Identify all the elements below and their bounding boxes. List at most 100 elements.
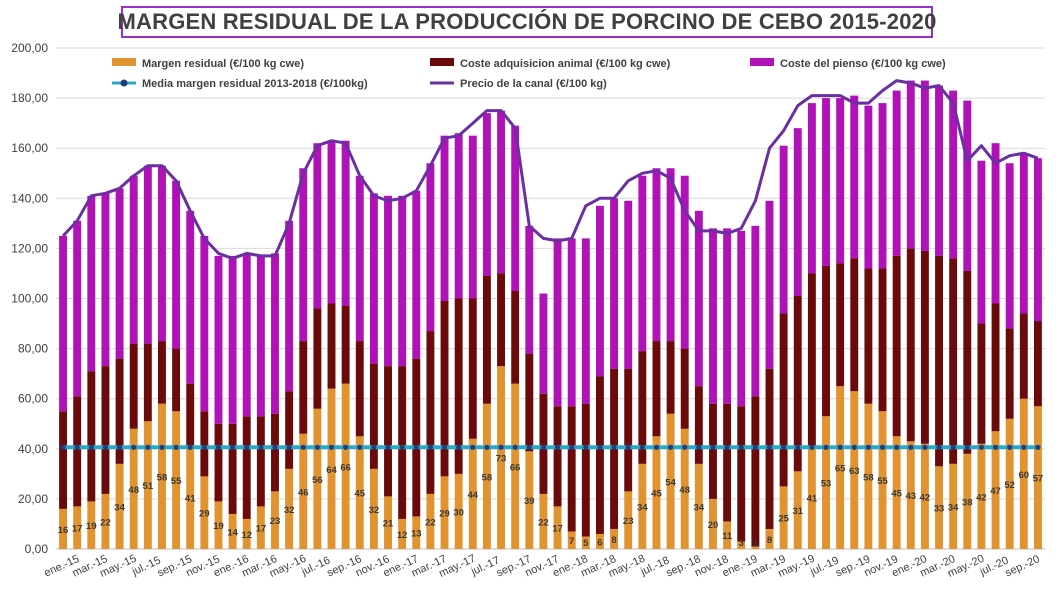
media-margen-point [795, 444, 801, 450]
bar-coste-animal [158, 341, 166, 404]
bar-margen [765, 528, 774, 549]
data-label: 60 [1019, 470, 1030, 481]
data-label: 21 [383, 519, 394, 530]
bar-margen [143, 421, 152, 549]
data-label: 66 [510, 462, 521, 473]
bar-coste-pienso [680, 175, 689, 349]
bar-coste-pienso [539, 293, 548, 394]
media-margen-point [710, 444, 716, 450]
bar-coste-animal [242, 416, 251, 519]
bar-margen [680, 428, 689, 549]
data-label: 47 [990, 486, 1001, 497]
chart-title-box: MARGEN RESIDUAL DE LA PRODUCCIÓN DE PORC… [118, 6, 936, 38]
legend-label: Media margen residual 2013-2018 (€/100kg… [142, 78, 368, 90]
bar-coste-pienso [920, 80, 929, 251]
data-label: 58 [863, 472, 874, 483]
media-margen-point [116, 444, 123, 450]
bar-margen [158, 403, 166, 549]
bar-coste-pienso [468, 135, 477, 299]
bar-coste-animal [680, 348, 689, 429]
data-label: 19 [86, 521, 97, 532]
bar-margen [341, 383, 350, 549]
media-margen-point [413, 444, 419, 450]
bar-coste-pienso [822, 98, 830, 266]
media-margen-point [639, 444, 645, 450]
media-margen-point [625, 444, 631, 450]
bar-coste-pienso [129, 175, 138, 344]
bar-coste-animal [822, 265, 830, 417]
bar-coste-animal [807, 273, 816, 447]
bar-coste-animal [482, 275, 491, 404]
bar-coste-animal [172, 348, 181, 412]
bar-coste-pienso [101, 193, 110, 367]
bar-coste-animal [1033, 321, 1042, 407]
bar-coste-animal [398, 366, 407, 519]
bar-coste-pienso [1033, 158, 1042, 322]
bar-coste-pienso [299, 168, 308, 342]
bar-coste-animal [271, 413, 279, 492]
data-label: 43 [905, 491, 916, 502]
bar-coste-animal [906, 248, 915, 442]
bar-margen [610, 528, 619, 549]
bar-coste-animal [327, 303, 336, 389]
data-label: 55 [171, 476, 182, 487]
bar-coste-pienso [666, 168, 675, 342]
bar-coste-animal [553, 406, 562, 507]
data-label: 33 [934, 504, 945, 515]
bar-coste-animal [1005, 328, 1014, 419]
media-margen-point [1007, 444, 1013, 450]
bar-coste-pienso [158, 165, 166, 342]
bar-margen [101, 493, 110, 549]
bar-margen [807, 446, 816, 549]
bar-margen [892, 436, 901, 549]
bar-coste-animal [652, 341, 661, 437]
bar-margen [935, 466, 943, 549]
legend-label: Coste adquisicion animal (€/100 kg cwe) [460, 58, 671, 70]
bar-margen [355, 436, 364, 549]
media-margen-point [696, 444, 702, 450]
bar-coste-pienso [638, 175, 647, 352]
bar-coste-pienso [511, 125, 520, 291]
bar-coste-animal [567, 406, 576, 532]
bar-margen [991, 431, 1000, 549]
bar-margen [850, 391, 859, 549]
bar-coste-pienso [1005, 163, 1014, 329]
data-label: 20 [708, 520, 719, 531]
bar-coste-pienso [709, 228, 717, 404]
bar-coste-pienso [935, 85, 943, 256]
bar-coste-pienso [652, 168, 661, 342]
data-label: 66 [340, 462, 351, 473]
media-margen-point [540, 444, 547, 450]
bar-coste-animal [595, 376, 604, 534]
data-label: 22 [100, 517, 111, 528]
data-label: 17 [256, 524, 267, 535]
media-margen-point [879, 444, 886, 450]
bar-coste-animal [920, 250, 929, 444]
bar-margen [906, 441, 915, 549]
bar-coste-animal [709, 403, 717, 499]
bar-margen [497, 366, 506, 549]
bar-coste-pienso [186, 210, 195, 384]
bar-coste-pienso [482, 113, 491, 276]
bar-margen [779, 486, 788, 549]
bar-margen [737, 541, 746, 549]
bar-margen [468, 438, 477, 549]
bar-coste-animal [624, 368, 633, 492]
data-label: 30 [453, 507, 464, 518]
media-margen-point [1021, 444, 1027, 450]
bar-coste-animal [454, 298, 463, 474]
y-tick-label: 20,00 [18, 492, 48, 506]
y-tick-label: 160,00 [11, 141, 48, 155]
bar-margen [200, 476, 209, 549]
media-margen-point [343, 444, 349, 450]
media-margen-point [215, 444, 222, 450]
data-label: 29 [199, 509, 210, 520]
bar-margen [666, 413, 675, 549]
data-label: 38 [962, 497, 973, 508]
bar-margen [242, 518, 251, 549]
bar-coste-animal [511, 290, 520, 384]
bar-margen [793, 471, 802, 549]
data-label: 17 [552, 524, 563, 535]
y-tick-label: 200,00 [11, 41, 48, 55]
media-margen-point [74, 444, 80, 450]
